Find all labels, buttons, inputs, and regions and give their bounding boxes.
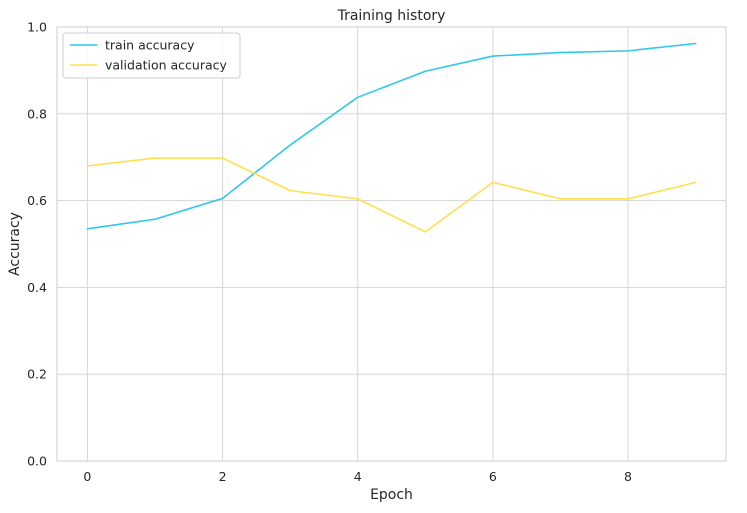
x-tick-label: 6 — [489, 469, 497, 484]
x-tick-label: 0 — [83, 469, 91, 484]
legend-box — [62, 32, 241, 79]
chart-title: Training history — [337, 8, 446, 24]
legend-label: validation accuracy — [105, 58, 228, 73]
y-tick-label: 0.8 — [27, 106, 47, 121]
legend-label: train accuracy — [105, 38, 195, 53]
series-line-validation-accuracy — [86, 157, 697, 233]
x-axis-label: Epoch — [370, 487, 413, 503]
series-line-train-accuracy — [86, 42, 697, 230]
x-tick-label: 8 — [624, 469, 632, 484]
series-lines — [86, 42, 697, 233]
legend: train accuracy validation accuracy — [62, 32, 241, 79]
y-tick-label: 0.0 — [27, 454, 47, 469]
plot-frame — [56, 26, 727, 462]
y-tick-label: 0.2 — [27, 367, 47, 382]
y-axis-label: Accuracy — [7, 212, 23, 276]
y-tick-label: 1.0 — [27, 20, 47, 35]
y-tick-label: 0.6 — [27, 193, 47, 208]
y-tick-label: 0.4 — [27, 280, 47, 295]
y-tick-labels: 0.0 0.2 0.4 0.6 0.8 1.0 — [27, 20, 47, 469]
x-tick-label: 4 — [354, 469, 362, 484]
x-tick-label: 2 — [219, 469, 227, 484]
x-tick-labels: 0 2 4 6 8 — [83, 469, 632, 484]
